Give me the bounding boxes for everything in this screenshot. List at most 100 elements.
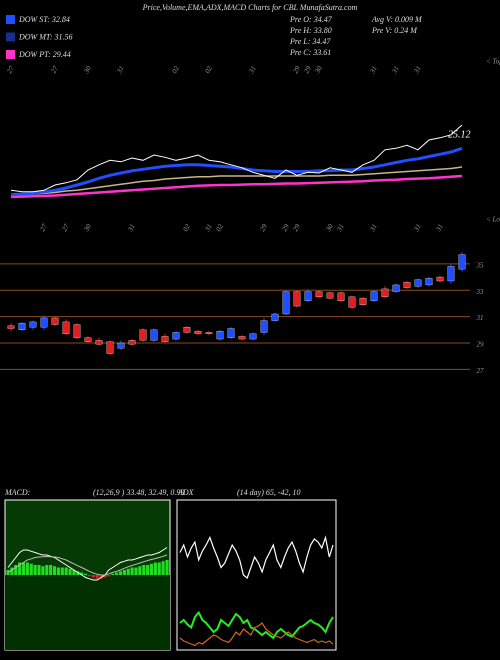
histogram-bar <box>64 567 68 575</box>
y-tick-label: 35 <box>476 261 485 269</box>
candle-body <box>315 291 323 297</box>
histogram-bar <box>72 570 76 575</box>
candle-body <box>458 254 466 270</box>
histogram-bar <box>142 565 146 575</box>
legend-label: DOW MT: 31.56 <box>18 32 73 41</box>
histogram-bar <box>91 575 95 578</box>
legend-swatch <box>6 15 15 24</box>
x-tick-label: 31 <box>412 65 423 76</box>
legend-label: DOW ST: 32.84 <box>18 15 70 24</box>
candle-body <box>348 296 356 308</box>
histogram-bar <box>33 565 37 575</box>
candle-body <box>161 336 169 342</box>
histogram-bar <box>41 566 45 575</box>
candle-body <box>436 276 444 282</box>
candle-body <box>425 278 433 286</box>
panel-title: MACD: <box>4 488 31 497</box>
info-label: Pre H: 33.80 <box>289 26 332 35</box>
histogram-bar <box>161 561 165 575</box>
candle-body <box>227 328 235 338</box>
histogram-bar <box>84 573 88 575</box>
candle-body <box>7 325 15 329</box>
x-tick-label: 31 <box>368 223 379 234</box>
x-tick-label: 02 <box>214 222 225 232</box>
candle-body <box>117 342 125 349</box>
x-tick-label: 31 <box>335 223 346 234</box>
candle-body <box>139 329 147 341</box>
histogram-bar <box>60 567 64 575</box>
candle-body <box>238 336 246 340</box>
x-tick-label: 31 <box>368 65 379 76</box>
ema-line <box>10 124 463 193</box>
legend-label: DOW PT: 29.44 <box>18 50 71 59</box>
histogram-bar <box>45 565 49 575</box>
info-label: Pre O: 34.47 <box>289 15 333 24</box>
histogram-bar <box>52 566 57 575</box>
x-tick-label: 30 <box>82 64 93 75</box>
ema-line <box>10 146 463 197</box>
histogram-bar <box>21 562 26 575</box>
candle-body <box>370 291 378 301</box>
candle-body <box>51 317 59 325</box>
info-label: Avg V: 0.009 M <box>371 15 423 24</box>
histogram-bar <box>165 560 169 575</box>
side-label: < Lows <box>486 216 500 224</box>
candle-body <box>392 284 400 292</box>
histogram-bar <box>37 565 41 575</box>
x-tick-label: 02 <box>181 222 192 232</box>
y-tick-label: 31 <box>476 314 484 322</box>
x-tick-label: 31 <box>126 223 137 234</box>
candle-body <box>447 266 455 282</box>
panel-subtitle: (12,26,9 ) 33.48, 32.49, 0.99 <box>93 488 184 497</box>
annotation: 25.12 <box>448 129 471 140</box>
panel-lower <box>5 575 170 650</box>
histogram-bar <box>115 572 119 575</box>
candle-body <box>260 320 268 333</box>
x-tick-label: 31 <box>115 65 126 76</box>
x-tick-label: 29 <box>280 222 291 232</box>
y-tick-label: 27 <box>477 367 485 375</box>
x-tick-label: 29 <box>291 64 302 74</box>
x-tick-label: 29 <box>291 222 302 232</box>
candle-body <box>194 330 202 334</box>
histogram-bar <box>153 562 157 575</box>
histogram-bar <box>103 575 107 578</box>
candle-body <box>29 321 37 328</box>
x-tick-label: 02 <box>170 64 181 74</box>
histogram-bar <box>111 573 115 575</box>
x-tick-label: 29 <box>302 64 313 74</box>
histogram-bar <box>134 567 138 575</box>
histogram-bar <box>118 571 123 575</box>
x-tick-label: 31 <box>247 65 258 76</box>
candle-body <box>337 292 345 301</box>
side-label: < Topo <box>486 58 500 66</box>
histogram-bar <box>138 566 142 575</box>
x-tick-label: 27 <box>49 64 60 74</box>
page-title: Price,Volume,EMA,ADX,MACD Charts for CBL… <box>142 3 358 12</box>
candle-body <box>304 291 312 301</box>
histogram-bar <box>95 575 99 579</box>
legend-swatch <box>6 32 15 42</box>
candle-body <box>95 340 103 345</box>
candle-body <box>249 333 257 340</box>
candle-body <box>150 329 158 341</box>
ema-line <box>10 174 463 199</box>
histogram-bar <box>76 571 80 575</box>
adx-line <box>179 535 334 579</box>
candle-body <box>172 332 180 340</box>
histogram-bar <box>87 575 91 577</box>
candle-body <box>40 317 48 328</box>
histogram-bar <box>99 575 103 579</box>
candle-body <box>359 297 367 305</box>
x-tick-label: 31 <box>390 65 401 76</box>
ema-line <box>10 166 463 197</box>
x-tick-label: 30 <box>324 222 335 233</box>
x-tick-label: 30 <box>313 64 324 75</box>
macd-line <box>7 547 168 581</box>
x-tick-label: 31 <box>203 223 214 234</box>
candle-body <box>84 337 92 342</box>
histogram-bar <box>157 562 161 575</box>
x-tick-label: 27 <box>38 222 49 232</box>
x-tick-label: 29 <box>258 222 269 232</box>
adx-line <box>179 622 334 647</box>
